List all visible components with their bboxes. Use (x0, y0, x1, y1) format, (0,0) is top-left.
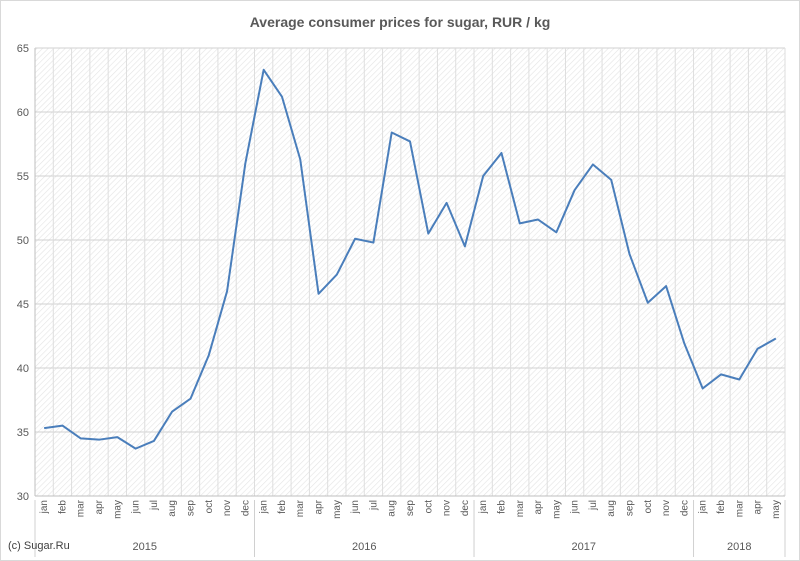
x-tick-label: feb (716, 500, 727, 514)
x-tick-label: feb (496, 500, 507, 514)
x-tick-label: aug (387, 500, 398, 517)
x-tick-label: may (771, 500, 782, 519)
x-tick-label: may (551, 500, 562, 519)
x-tick-label: jun (350, 500, 361, 514)
x-tick-label: may (332, 500, 343, 519)
plot-area (35, 48, 785, 496)
year-label: 2018 (727, 541, 751, 553)
x-tick-label: aug (167, 500, 178, 517)
x-tick-label: oct (643, 500, 654, 514)
x-tick-label: mar (515, 499, 526, 517)
y-tick-label: 30 (17, 491, 29, 503)
year-labels: 2015 2016 2017 2018 (34, 500, 786, 557)
x-tick-label: nov (222, 500, 233, 516)
y-tick-label: 65 (17, 43, 29, 55)
x-tick-label: jan (259, 500, 270, 514)
y-axis-ticks: 30 35 40 45 50 55 60 65 (17, 43, 29, 503)
x-tick-label: aug (606, 500, 617, 517)
x-tick-label: jan (698, 500, 709, 514)
x-tick-label: jul (149, 500, 160, 511)
x-tick-label: jul (588, 500, 599, 511)
x-tick-label: jul (368, 500, 379, 511)
x-tick-label: sep (625, 500, 636, 517)
x-tick-label: jan (39, 500, 50, 514)
x-tick-label: apr (314, 499, 325, 514)
y-tick-label: 35 (17, 427, 29, 439)
x-tick-label: feb (277, 500, 288, 514)
x-tick-label: mar (76, 499, 87, 517)
series-price (44, 68, 777, 450)
x-axis-ticks: jan feb mar apr may jun jul aug sep oct nov dec jan f… (39, 499, 782, 519)
x-tick-label: apr (533, 499, 544, 514)
x-tick-label: dec (240, 500, 251, 516)
copyright-text: (c) Sugar.Ru (8, 540, 70, 552)
x-tick-label: feb (57, 500, 68, 514)
x-tick-label: dec (679, 500, 690, 516)
x-tick-label: jun (570, 500, 581, 514)
y-tick-label: 50 (17, 235, 29, 247)
x-tick-label: jan (478, 500, 489, 514)
y-tick-label: 55 (17, 171, 29, 183)
axes (34, 48, 785, 497)
year-label: 2016 (352, 541, 376, 553)
year-label: 2017 (572, 541, 596, 553)
x-tick-label: mar (734, 499, 745, 517)
year-label: 2015 (133, 541, 157, 553)
x-tick-label: may (112, 500, 123, 519)
y-tick-label: 60 (17, 107, 29, 119)
x-tick-label: jun (131, 500, 142, 514)
x-tick-label: nov (442, 500, 453, 516)
x-tick-label: sep (405, 500, 416, 517)
y-tick-label: 40 (17, 363, 29, 375)
y-tick-label: 45 (17, 299, 29, 311)
chart-title: Average consumer prices for sugar, RUR /… (250, 14, 551, 30)
x-tick-label: apr (753, 499, 764, 514)
x-tick-label: nov (661, 500, 672, 516)
x-tick-label: oct (204, 500, 215, 514)
x-tick-label: mar (295, 499, 306, 517)
x-tick-label: dec (460, 500, 471, 516)
x-tick-label: oct (423, 500, 434, 514)
x-tick-label: sep (185, 500, 196, 517)
x-tick-label: apr (94, 499, 105, 514)
